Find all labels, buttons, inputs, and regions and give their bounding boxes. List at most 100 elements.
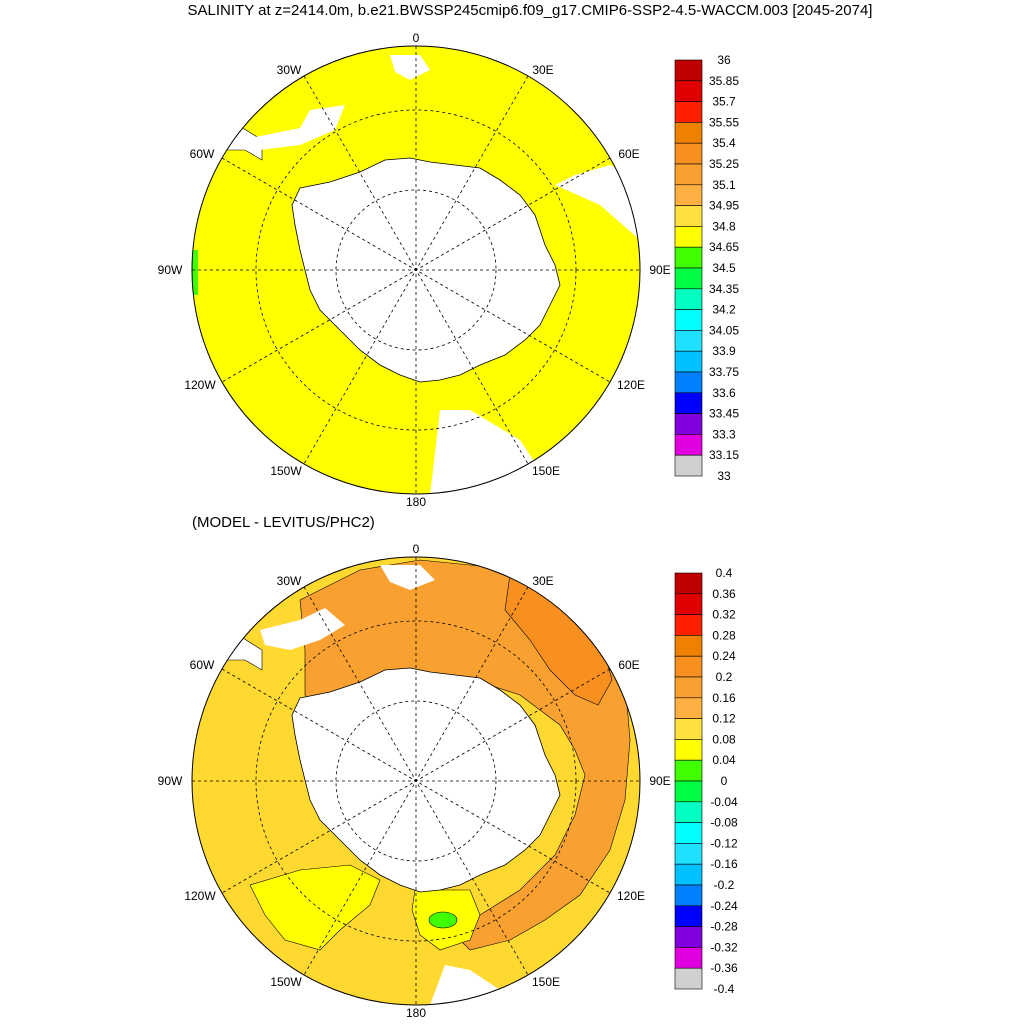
salinity-anomaly-map-panel: 0 30E 60E 90E 120E 150E 180 150W 120W 90… [158, 542, 738, 1020]
land-patch-nw [240, 105, 345, 150]
colorbar-label: -0.4 [714, 982, 735, 996]
colorbar-swatch [674, 205, 703, 227]
colorbar-label: 0.12 [712, 712, 736, 726]
colorbar-label: 34.8 [712, 219, 736, 233]
colorbar-swatch [674, 371, 703, 394]
land-patch-n [390, 55, 430, 80]
land-patch-n [380, 565, 435, 590]
lon-label-30w: 30W [277, 63, 302, 77]
colorbar-swatch [674, 246, 703, 269]
lon-label-30e: 30E [532, 574, 553, 588]
lon-label-150w: 150W [270, 975, 302, 989]
colorbar-label: 36 [717, 53, 731, 67]
anomaly-region-0.08-a [249, 864, 381, 951]
colorbar-label: 0.24 [712, 649, 736, 663]
lon-label-120e: 120E [617, 889, 645, 903]
colorbar-swatch [674, 884, 703, 907]
colorbar-swatch [674, 392, 703, 414]
colorbar-swatch [674, 780, 703, 803]
colorbar-label: 34.2 [712, 303, 736, 317]
colorbar-swatch [674, 454, 703, 477]
colorbar-swatch [674, 697, 703, 719]
longitude-labels: 0 30E 60E 90E 120E 150E 180 150W 120W 90… [158, 542, 671, 1020]
colorbar-label: 33.9 [712, 344, 736, 358]
colorbar-swatch [674, 822, 703, 844]
colorbar-swatch [674, 572, 703, 595]
colorbar-swatch [674, 80, 703, 102]
graticule [192, 46, 640, 494]
colorbar-label: 0.36 [712, 587, 736, 601]
lon-label-60w: 60W [190, 658, 215, 672]
colorbar-swatch [674, 739, 703, 761]
colorbar-swatch [674, 967, 703, 990]
lon-label-90e: 90E [649, 774, 670, 788]
lon-label-180: 180 [406, 1006, 426, 1020]
land-patch-e [555, 165, 640, 240]
colorbar-swatch [674, 184, 703, 206]
lon-label-60w: 60W [190, 147, 215, 161]
green-edge-patch [192, 250, 198, 295]
colorbar-swatch [674, 801, 703, 823]
colorbar-label: -0.2 [714, 878, 735, 892]
colorbar-label: 33.6 [712, 386, 736, 400]
colorbar-swatch [674, 434, 703, 456]
colorbar-label: 35.25 [709, 157, 739, 171]
colorbar-swatch [674, 330, 703, 352]
colorbar-label: 35.1 [712, 178, 736, 192]
colorbar-label: 33.75 [709, 365, 739, 379]
colorbar-swatch [674, 309, 703, 331]
colorbar-label: 0.4 [716, 566, 733, 580]
colorbar-swatch [674, 905, 703, 927]
lon-label-120e: 120E [617, 378, 645, 392]
colorbar-swatch [674, 163, 703, 186]
colorbar-label: 0.04 [712, 753, 736, 767]
lon-label-120w: 120W [184, 378, 216, 392]
salinity-map-panel: 0 30E 60E 90E 120E 150E 180 150W 120W 90… [158, 31, 740, 509]
colorbar: 0.4 0.36 0.32 0.28 0.24 0.2 0.16 0.12 0.08 0.04 0 -… [674, 566, 738, 996]
colorbar-label: -0.36 [710, 961, 738, 975]
map-boundary [191, 45, 641, 495]
lon-label-30w: 30W [277, 574, 302, 588]
panel-subtitle: (MODEL - LEVITUS/PHC2) [192, 514, 375, 531]
land-patch-sw [260, 608, 345, 650]
colorbar-swatch [674, 288, 703, 310]
colorbar-label: 35.7 [712, 95, 736, 109]
colorbar-swatch [674, 947, 703, 969]
colorbar-swatch [674, 413, 703, 435]
colorbar-label: -0.16 [710, 857, 738, 871]
colorbar-label: 35.4 [712, 136, 736, 150]
colorbar-swatch [674, 142, 703, 165]
anomaly-region-0.04 [428, 911, 458, 929]
colorbar-swatch [674, 593, 703, 615]
colorbar-label: 0 [721, 774, 728, 788]
colorbar-label: -0.12 [710, 836, 738, 850]
lon-label-120w: 120W [184, 889, 216, 903]
colorbar-label: -0.28 [710, 920, 738, 934]
figure-title: SALINITY at z=2414.0m, b.e21.BWSSP245cmi… [187, 2, 873, 19]
colorbar-swatch [674, 226, 703, 248]
colorbar-label: 35.55 [709, 115, 739, 129]
colorbar-label: 0.08 [712, 732, 736, 746]
graticule [192, 557, 640, 1005]
colorbar-swatch [674, 267, 703, 290]
colorbar-label: -0.04 [710, 795, 738, 809]
colorbar-label: 34.35 [709, 282, 739, 296]
colorbar-label: 35.85 [709, 74, 739, 88]
lon-label-150e: 150E [532, 464, 560, 478]
colorbar-label: 33.15 [709, 448, 739, 462]
colorbar-swatch [674, 655, 703, 678]
colorbar-label: -0.08 [710, 816, 738, 830]
colorbar-label: 33.45 [709, 407, 739, 421]
colorbar-swatch [674, 101, 703, 123]
colorbar-label: 33.3 [712, 427, 736, 441]
lon-label-150w: 150W [270, 464, 302, 478]
longitude-labels: 0 30E 60E 90E 120E 150E 180 150W 120W 90… [158, 31, 671, 509]
colorbar-label: -0.24 [710, 899, 738, 913]
lon-label-60e: 60E [618, 147, 639, 161]
lon-label-0: 0 [413, 31, 420, 45]
colorbar-label: 34.65 [709, 240, 739, 254]
colorbar-swatch [674, 635, 703, 657]
colorbar-swatch [674, 350, 703, 373]
colorbar-label: 34.05 [709, 323, 739, 337]
colorbar-swatch [674, 59, 703, 82]
